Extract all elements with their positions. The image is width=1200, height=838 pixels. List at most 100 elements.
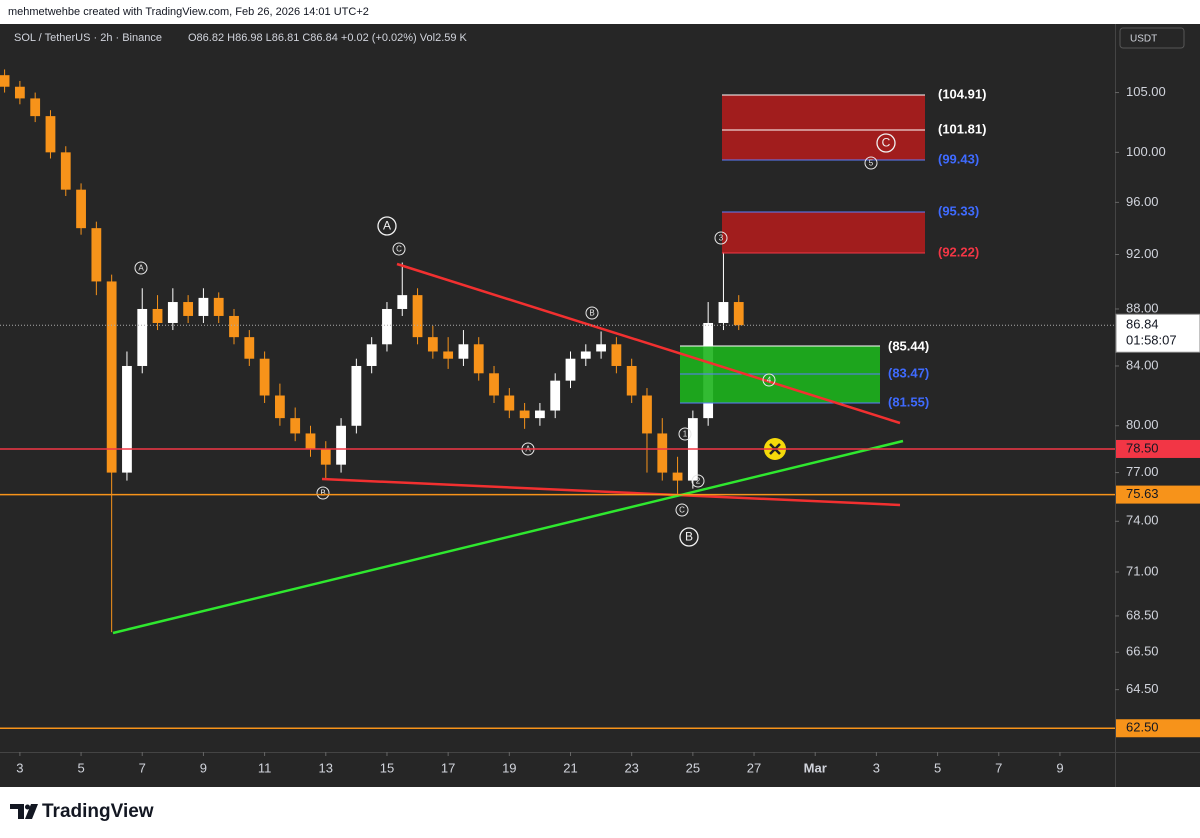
zone-label: (92.22) [938, 244, 979, 259]
countdown: 01:58:07 [1126, 333, 1177, 348]
candle-body [198, 297, 209, 316]
candle-body [733, 302, 744, 326]
y-tick-label: 66.50 [1126, 644, 1159, 659]
price-tag [1116, 439, 1200, 458]
candle-body [45, 116, 56, 153]
logo-icon [10, 804, 24, 819]
wave-label: A [134, 261, 148, 275]
wave-label: 4 [762, 373, 776, 387]
candle-body [14, 86, 25, 99]
candle-body [565, 358, 576, 381]
price-tag-label: 62.50 [1126, 720, 1159, 735]
candle-body [626, 365, 637, 396]
y-tick-label: 74.00 [1126, 513, 1159, 528]
candle-body [213, 297, 224, 316]
candle-body [259, 358, 270, 396]
price-tag-label: 78.50 [1126, 440, 1159, 455]
candle-body [122, 365, 132, 473]
candle-body [397, 295, 408, 309]
symbol-title: SOL / TetherUS · 2h · Binance [14, 32, 162, 44]
y-tick-label: 64.50 [1126, 681, 1159, 696]
x-tick-label: 21 [563, 760, 577, 775]
candle-body [642, 395, 652, 434]
drawings [112, 94, 925, 635]
candle-body [596, 344, 606, 352]
candle-body [672, 472, 683, 481]
wave-text: 1 [683, 430, 688, 439]
y-tick-label: 71.00 [1126, 563, 1159, 578]
candle-body [351, 365, 362, 426]
candle-body [0, 75, 10, 87]
candle-body [427, 337, 438, 352]
candle-body [473, 344, 484, 374]
x-tick-label: 5 [934, 760, 941, 775]
currency-box [1119, 27, 1185, 49]
wave-text: A [138, 264, 144, 273]
candle-body [504, 395, 515, 411]
candle-body [519, 410, 530, 419]
wave-label: B [679, 527, 699, 547]
y-tick-label: 88.00 [1126, 300, 1159, 315]
y-tick-label: 68.50 [1126, 607, 1159, 622]
x-tick-label: 5 [77, 760, 84, 775]
wave-text: B [589, 309, 594, 318]
x-tick-label: 13 [319, 760, 333, 775]
logo-icon [25, 804, 30, 810]
wave-text: C [396, 245, 402, 254]
wave-label: C [675, 503, 689, 517]
wave-label: C [392, 242, 406, 256]
chart-background [0, 24, 1200, 787]
zone-label: (85.44) [888, 338, 929, 353]
y-tick-label: 84.00 [1126, 357, 1159, 372]
zone-label: (81.55) [888, 394, 929, 409]
candle-body [550, 380, 561, 411]
zone-label: (83.47) [888, 365, 929, 380]
candle-body [366, 344, 377, 366]
wave-text: 2 [696, 477, 701, 486]
candle-body [489, 373, 499, 396]
candle-body [336, 425, 346, 465]
zone-label: (104.91) [938, 86, 986, 101]
price-tag [1116, 719, 1200, 738]
y-tick-label: 105.00 [1126, 84, 1166, 99]
candle-body [443, 351, 454, 359]
wave-label: 3 [714, 231, 728, 245]
x-tick-label: 3 [16, 760, 23, 775]
candle-body [167, 302, 178, 323]
candle-body [382, 308, 392, 345]
candle-body [106, 281, 117, 473]
candle-body [320, 448, 331, 465]
x-tick-label: 3 [873, 760, 880, 775]
x-tick-label: Mar [804, 760, 827, 775]
logo-text: TradingView [42, 801, 154, 822]
candle-body [305, 433, 316, 449]
candle-body [275, 395, 285, 419]
zone-label: (101.81) [938, 121, 986, 136]
trend-line [396, 262, 901, 425]
candle-body [183, 302, 194, 316]
wave-text: A [383, 219, 391, 233]
candle-body [611, 344, 622, 366]
candle-body [91, 228, 102, 282]
logo: TradingView [10, 801, 154, 822]
currency: USDT [1130, 34, 1157, 45]
candle-body [580, 351, 591, 359]
logo-icon [25, 804, 38, 819]
wave-text: B [320, 489, 325, 498]
x-tick-label: 11 [258, 760, 272, 775]
wave-text: B [685, 530, 693, 544]
x-tick-label: 17 [441, 760, 455, 775]
resistance-zone [722, 212, 925, 253]
plot-area [0, 69, 744, 633]
price-tag [1116, 485, 1200, 504]
x-tick-label: 7 [995, 760, 1002, 775]
x-tick-label: 15 [380, 760, 394, 775]
wave-label: 2 [691, 474, 705, 488]
last-price-label: 86.84 [1126, 317, 1159, 332]
trend-line [321, 477, 901, 507]
candle-body [244, 337, 255, 359]
wave-label: B [585, 306, 599, 320]
wave-label: 1 [678, 427, 692, 441]
x-tick-label: 25 [686, 760, 700, 775]
